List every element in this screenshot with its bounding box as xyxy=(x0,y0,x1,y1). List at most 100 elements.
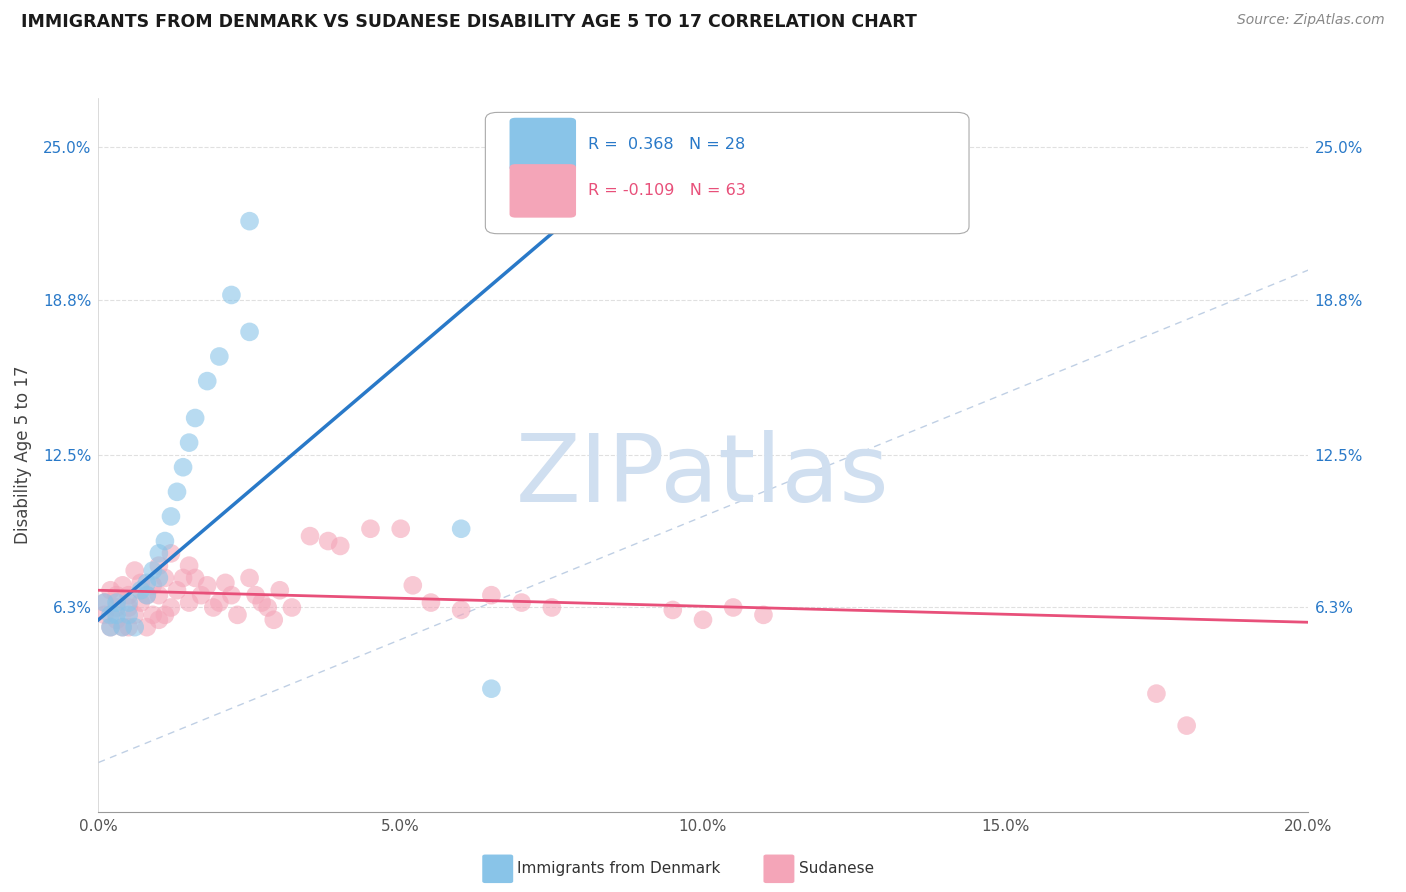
Point xyxy=(118,600,141,615)
Point xyxy=(195,578,218,592)
Point xyxy=(153,534,176,549)
Point xyxy=(118,620,141,634)
Point xyxy=(105,600,128,615)
Point xyxy=(105,607,128,622)
Point xyxy=(118,588,141,602)
Point xyxy=(124,620,146,634)
Point xyxy=(299,529,322,543)
Point xyxy=(208,350,231,364)
Point xyxy=(135,575,157,590)
Text: R = -0.109   N = 63: R = -0.109 N = 63 xyxy=(588,184,745,198)
Point xyxy=(263,613,285,627)
Point xyxy=(245,588,267,602)
FancyBboxPatch shape xyxy=(485,112,969,234)
Point xyxy=(160,600,183,615)
Point xyxy=(124,607,146,622)
Y-axis label: Disability Age 5 to 17: Disability Age 5 to 17 xyxy=(14,366,32,544)
Point xyxy=(124,564,146,578)
Point xyxy=(723,600,745,615)
Text: R =  0.368   N = 28: R = 0.368 N = 28 xyxy=(588,137,745,152)
Point xyxy=(111,620,134,634)
Point xyxy=(450,522,472,536)
FancyBboxPatch shape xyxy=(509,164,576,218)
Text: Source: ZipAtlas.com: Source: ZipAtlas.com xyxy=(1237,13,1385,28)
Point xyxy=(135,588,157,602)
Point xyxy=(195,374,218,388)
Point xyxy=(160,509,183,524)
Point xyxy=(190,588,212,602)
Point xyxy=(153,607,176,622)
Point xyxy=(239,325,262,339)
Point xyxy=(184,571,207,585)
Point xyxy=(142,564,165,578)
Point xyxy=(239,571,262,585)
Point xyxy=(148,588,170,602)
Text: ZIPatlas: ZIPatlas xyxy=(516,430,890,523)
Point xyxy=(360,522,382,536)
Point xyxy=(100,620,122,634)
Point xyxy=(166,583,188,598)
Point xyxy=(692,613,714,627)
Text: IMMIGRANTS FROM DENMARK VS SUDANESE DISABILITY AGE 5 TO 17 CORRELATION CHART: IMMIGRANTS FROM DENMARK VS SUDANESE DISA… xyxy=(21,13,917,31)
Point xyxy=(135,620,157,634)
Point xyxy=(202,600,225,615)
Point xyxy=(208,596,231,610)
Point xyxy=(221,588,243,602)
Point xyxy=(142,607,165,622)
Point xyxy=(269,583,291,598)
Point xyxy=(100,583,122,598)
Point xyxy=(93,596,115,610)
Point xyxy=(481,681,503,696)
Point xyxy=(179,558,201,573)
Point xyxy=(105,596,128,610)
Point xyxy=(239,214,262,228)
Point xyxy=(111,620,134,634)
Point xyxy=(148,613,170,627)
Point xyxy=(153,571,176,585)
Point xyxy=(129,575,152,590)
Point xyxy=(214,575,236,590)
FancyBboxPatch shape xyxy=(509,118,576,171)
Point xyxy=(221,288,243,302)
Point xyxy=(105,588,128,602)
Point xyxy=(135,588,157,602)
Point xyxy=(450,603,472,617)
Point xyxy=(402,578,425,592)
Point xyxy=(172,460,194,475)
Point xyxy=(1144,687,1167,701)
Point xyxy=(481,588,503,602)
Point xyxy=(111,578,134,592)
Point xyxy=(100,620,122,634)
Point xyxy=(420,596,443,610)
Point xyxy=(129,583,152,598)
Point xyxy=(184,411,207,425)
Point xyxy=(160,546,183,560)
Point xyxy=(118,596,141,610)
Point xyxy=(256,600,278,615)
Point xyxy=(93,596,115,610)
Point xyxy=(179,596,201,610)
Point xyxy=(118,607,141,622)
Point xyxy=(662,603,685,617)
Point xyxy=(142,578,165,592)
Point xyxy=(540,600,562,615)
Point xyxy=(172,571,194,585)
Point xyxy=(1175,718,1198,732)
Text: Immigrants from Denmark: Immigrants from Denmark xyxy=(517,862,721,876)
Point xyxy=(329,539,352,553)
Point xyxy=(148,571,170,585)
Point xyxy=(226,607,249,622)
Point xyxy=(148,546,170,560)
Point xyxy=(281,600,304,615)
Point xyxy=(166,484,188,499)
Point xyxy=(148,558,170,573)
Text: Sudanese: Sudanese xyxy=(799,862,873,876)
Point xyxy=(179,435,201,450)
Point xyxy=(510,596,533,610)
Point xyxy=(316,534,339,549)
Point xyxy=(389,522,412,536)
Point xyxy=(105,613,128,627)
Point xyxy=(250,596,273,610)
Point xyxy=(129,596,152,610)
Point xyxy=(100,607,122,622)
